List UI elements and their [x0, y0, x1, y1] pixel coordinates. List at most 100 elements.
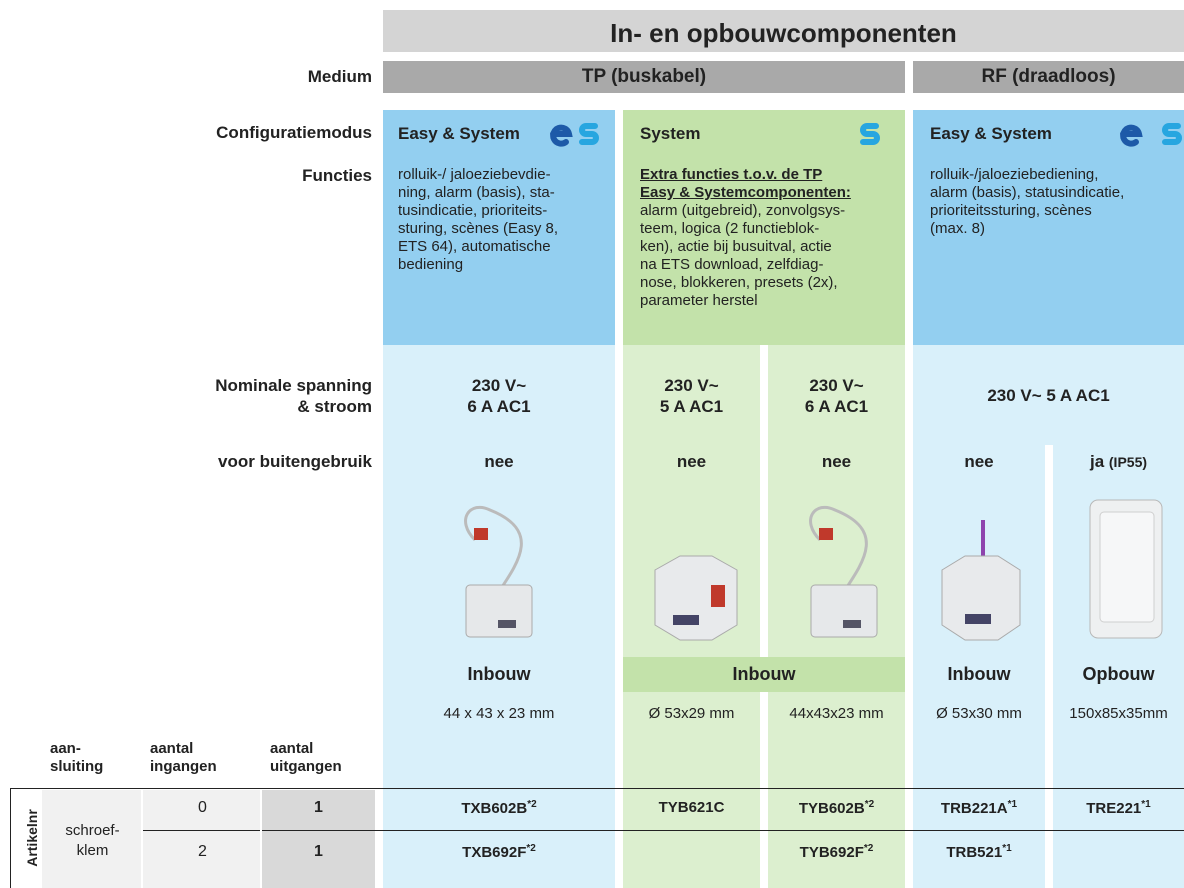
device-image	[464, 505, 533, 638]
article-code: TRB521	[946, 844, 1003, 861]
functions-line: sturing, scènes (Easy 8,	[398, 220, 559, 237]
outdoor-note: (IP55)	[1108, 454, 1148, 470]
functions-heading: Extra functies t.o.v. de TP	[640, 166, 823, 183]
outdoor-value: nee	[964, 452, 994, 471]
article-code: TYB602B	[798, 800, 865, 817]
outdoor: ja (IP55)	[1053, 452, 1184, 472]
article-code: TXB692F	[462, 844, 527, 861]
header-band	[383, 10, 1184, 52]
inputs: 0	[198, 799, 207, 816]
mode-band	[913, 110, 1184, 345]
rule	[10, 788, 11, 888]
article-code: TYB621C	[658, 799, 725, 816]
article-note: *1	[1007, 799, 1018, 810]
table-cell	[143, 790, 262, 888]
mode-name: Easy & System	[930, 124, 1052, 143]
outdoor: nee	[913, 452, 1045, 472]
outputs: 1	[314, 843, 323, 860]
article-code: TXB602B	[461, 800, 528, 817]
article-number: TYB692F*2	[768, 843, 905, 861]
title: In- en opbouwcomponenten	[610, 18, 957, 48]
rating: 230 V~ 5 A AC1	[987, 386, 1110, 405]
mounting: Inbouw	[947, 664, 1011, 684]
outdoor-value: ja	[1089, 452, 1105, 471]
cell-gap	[141, 790, 143, 888]
article-number: TYB602B*2	[768, 799, 905, 817]
rating: 6 A AC1	[467, 397, 531, 416]
mounting-band	[623, 657, 905, 692]
connection: klem	[76, 842, 109, 859]
connection: schroef-	[65, 822, 120, 839]
table-header: aan-	[50, 740, 81, 757]
dimensions: Ø 53x29 mm	[648, 705, 735, 722]
row-label: Configuratiemodus	[216, 123, 372, 142]
dimensions: 44x43x23 mm	[789, 705, 884, 722]
article-note: *2	[527, 799, 537, 810]
rating: 230 V~	[471, 376, 527, 395]
logo-s	[579, 123, 1182, 145]
functions-line: alarm (uitgebreid), zonvolgsys-	[640, 202, 846, 219]
functions-line: ning, alarm (basis), sta-	[398, 184, 555, 201]
table-header: sluiting	[50, 758, 104, 775]
mounting: Inbouw	[732, 664, 796, 684]
row-label: Nominale spanning	[215, 376, 372, 395]
row-label: & stroom	[297, 397, 372, 416]
dimensions: Ø 53x30 mm	[936, 705, 1022, 722]
table-cell	[42, 790, 143, 888]
functions-line: bediening	[398, 256, 464, 273]
rating: 230 V~	[809, 376, 864, 395]
article-note: *2	[863, 843, 874, 854]
functions-line: na ETS download, zelfdiag-	[640, 256, 824, 273]
mounting: Opbouw	[1082, 664, 1155, 684]
functions-line: ETS 64), automatische	[398, 238, 551, 255]
article-number: TXB602B*2	[383, 799, 615, 817]
outdoor: nee	[768, 452, 905, 472]
article-note: *1	[1002, 843, 1012, 854]
article-note: *2	[864, 799, 875, 810]
functions-line: nose, blokkeren, presets (2x),	[640, 274, 838, 291]
table-cell	[262, 790, 375, 888]
dimensions: 150x85x35mm	[1069, 705, 1168, 722]
article-number: TRE221*1	[1053, 799, 1184, 817]
article-number: TXB692F*2	[383, 843, 615, 861]
article-code: TRB221A	[940, 800, 1008, 817]
table-header: aantal	[270, 740, 314, 757]
functions-line: (max. 8)	[930, 220, 986, 237]
rating: 5 A AC1	[659, 397, 724, 416]
functions-line: tusindicatie, prioriteits-	[398, 202, 548, 219]
medium-label: TP (buskabel)	[581, 66, 707, 87]
article-code: TRE221	[1086, 800, 1142, 817]
device-image	[809, 505, 878, 638]
functions-line: teem, logica (2 functieblok-	[640, 220, 820, 237]
article-number: TRB521*1	[913, 843, 1045, 861]
cell-gap	[260, 790, 262, 888]
functions-line: rolluik-/ jaloeziebevdie-	[398, 166, 551, 183]
functions-heading: Easy & Systemcomponenten:	[640, 184, 851, 201]
medium-band	[913, 61, 1184, 93]
article-note: *1	[1141, 799, 1151, 810]
dimensions: 44 x 43 x 23 mm	[443, 705, 555, 722]
mode-name: System	[640, 124, 701, 143]
outputs: 1	[314, 799, 323, 816]
functions-line: rolluik-/jaloeziebediening,	[930, 166, 1099, 183]
row-label: voor buitengebruik	[218, 452, 372, 471]
rule	[143, 830, 1184, 831]
functions-line: alarm (basis), statusindicatie,	[930, 184, 1125, 201]
device-image	[654, 555, 738, 641]
row-label: Functies	[302, 166, 372, 185]
functions-line: ken), actie bij busuitval, actie	[640, 238, 832, 255]
row-label: Medium	[307, 67, 372, 86]
rating: 230 V~	[664, 376, 719, 395]
article-note: *2	[526, 843, 536, 854]
medium-band	[383, 61, 905, 93]
table-header: uitgangen	[270, 758, 342, 775]
medium-label: RF (draadloos)	[981, 66, 1116, 87]
side-label: Artikelnr	[24, 809, 40, 867]
table-header: aantal	[150, 740, 194, 757]
table-header: ingangen	[150, 758, 217, 775]
outdoor-value: nee	[676, 452, 707, 471]
device-image	[941, 520, 1021, 641]
article-number: TRB221A*1	[913, 799, 1045, 817]
outdoor: nee	[623, 452, 760, 472]
